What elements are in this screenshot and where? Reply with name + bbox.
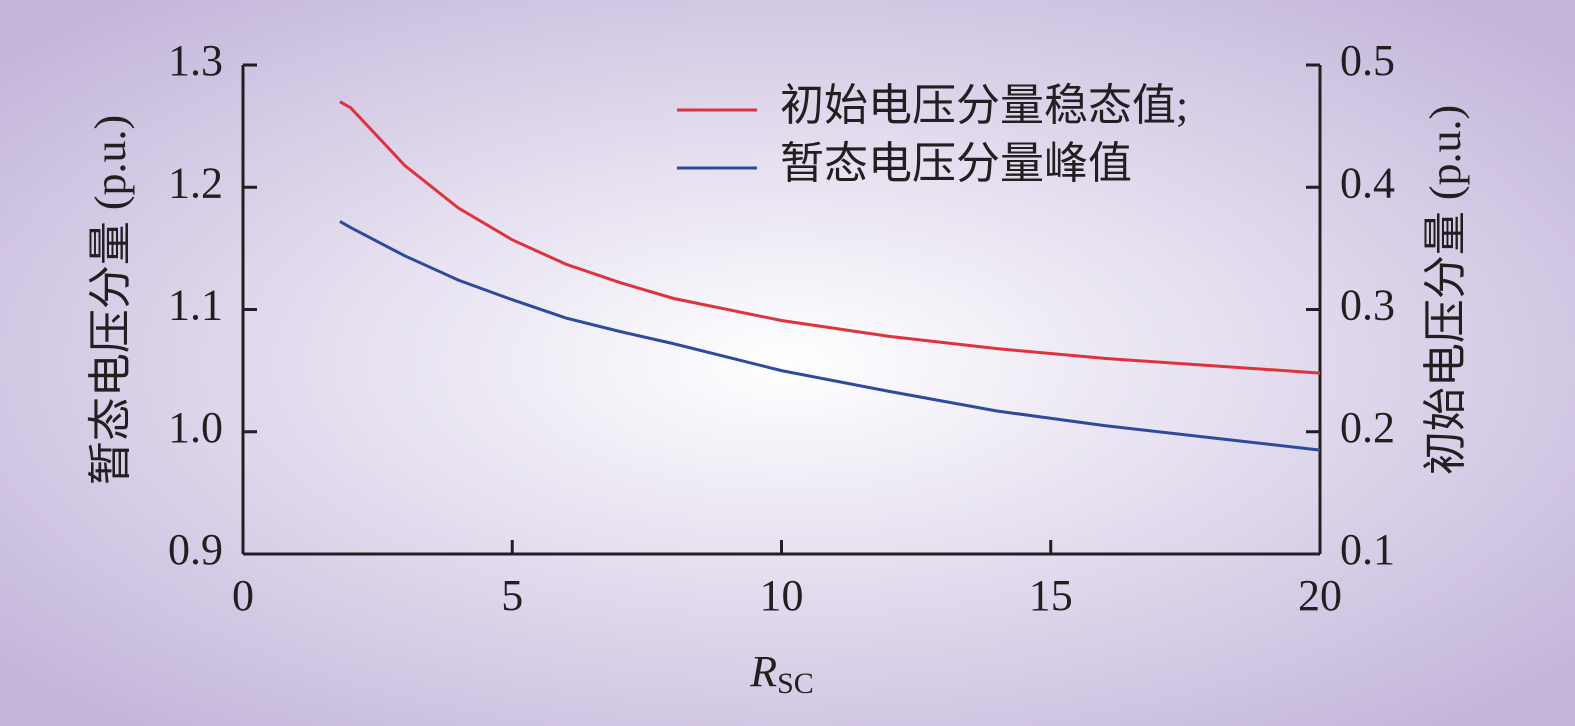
x-tick-label: 15: [1029, 571, 1073, 620]
x-tick-label: 5: [501, 571, 523, 620]
x-tick-label: 10: [760, 571, 804, 620]
y2-tick-label: 0.1: [1340, 525, 1395, 574]
y-tick-label: 1.0: [168, 403, 223, 452]
y2-axis-label: 初始电压分量 (p.u.): [1421, 105, 1470, 475]
x-axis-label-sub: SC: [777, 667, 814, 700]
y2-tick-label: 0.4: [1340, 158, 1395, 207]
y-tick-label: 1.2: [168, 158, 223, 207]
x-axis-label: RSC: [749, 647, 814, 700]
y-axis-label: 暂态电压分量 (p.u.): [86, 115, 135, 485]
y2-tick-label: 0.5: [1340, 36, 1395, 85]
y2-tick-label: 0.2: [1340, 403, 1395, 452]
y-tick-label: 0.9: [168, 525, 223, 574]
y2-tick-label: 0.3: [1340, 281, 1395, 330]
legend-label: 初始电压分量稳态值;: [780, 81, 1188, 130]
x-axis-label-main: R: [749, 647, 777, 696]
legend-label: 暂态电压分量峰值: [780, 139, 1132, 188]
y-tick-label: 1.1: [168, 281, 223, 330]
series-line: [339, 100, 1321, 375]
x-tick-label: 20: [1298, 571, 1342, 620]
x-tick-label: 0: [232, 571, 254, 620]
series-line: [339, 220, 1321, 452]
y-tick-label: 1.3: [168, 36, 223, 85]
